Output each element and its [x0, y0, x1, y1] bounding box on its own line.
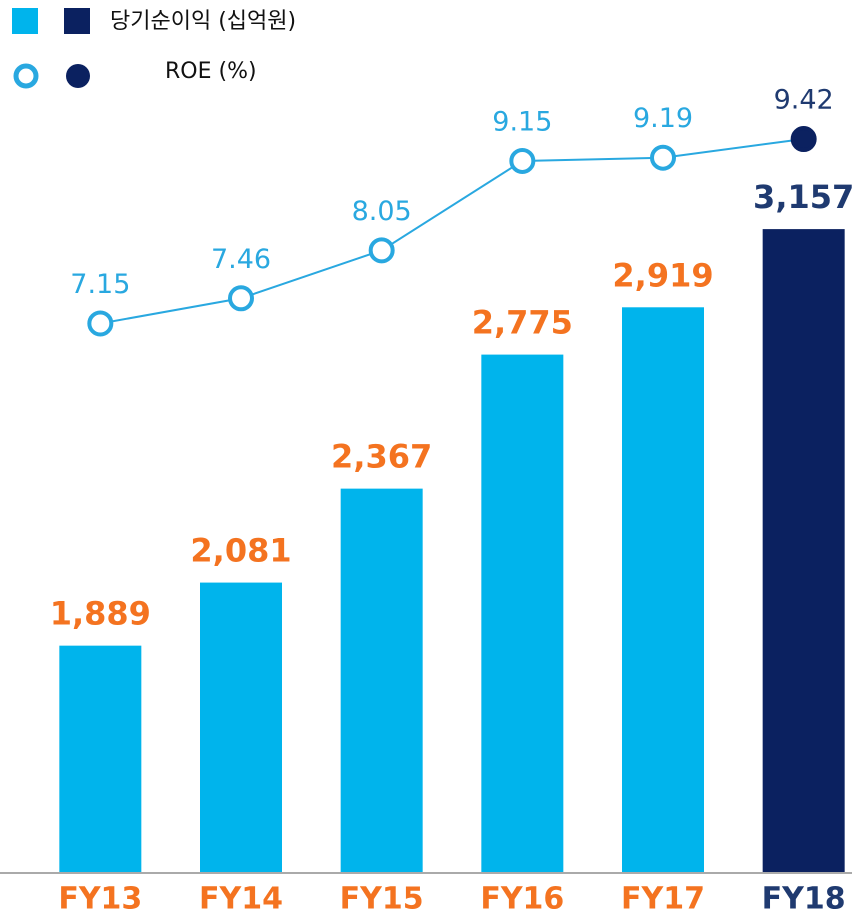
bar-value-label: 2,367	[331, 438, 432, 476]
bar	[59, 645, 142, 872]
bar	[622, 307, 704, 872]
x-tick-label: FY16	[480, 882, 564, 917]
bar	[481, 354, 564, 873]
bar-value-label: 2,081	[190, 532, 291, 570]
x-tick-label: FY15	[340, 882, 424, 917]
legend-label: 당기순이익 (십억원)	[110, 9, 296, 34]
bar-value-label: 2,919	[612, 256, 713, 294]
legend-marker	[13, 63, 39, 89]
roe-value-label: 9.19	[633, 103, 693, 134]
roe-marker	[509, 147, 536, 174]
roe-value-label: 8.05	[352, 196, 412, 227]
roe-value-label: 7.15	[70, 269, 130, 300]
legend-swatch	[64, 8, 90, 34]
bar-value-label: 2,775	[472, 304, 573, 342]
roe-line	[100, 138, 804, 325]
x-tick-label: FY14	[199, 882, 283, 917]
bar	[200, 582, 282, 872]
roe-marker	[87, 310, 114, 337]
roe-value-label: 9.42	[774, 85, 834, 116]
roe-value-label: 7.46	[211, 244, 271, 275]
bar	[340, 488, 423, 872]
bar-value-label: 1,889	[50, 595, 151, 633]
x-tick-label: FY17	[621, 882, 705, 917]
roe-marker	[228, 285, 254, 312]
roe-marker	[790, 126, 817, 153]
x-tick-label: FY18	[762, 882, 846, 917]
roe-marker	[650, 144, 676, 171]
roe-marker	[368, 237, 395, 264]
roe-value-label: 9.15	[492, 106, 552, 137]
bar	[762, 229, 845, 872]
x-tick-label: FY13	[58, 882, 142, 917]
legend-marker	[66, 64, 90, 88]
legend-label: ROE (%)	[165, 59, 257, 84]
bar-value-label: 3,157	[753, 178, 852, 216]
legend-swatch	[12, 8, 38, 34]
